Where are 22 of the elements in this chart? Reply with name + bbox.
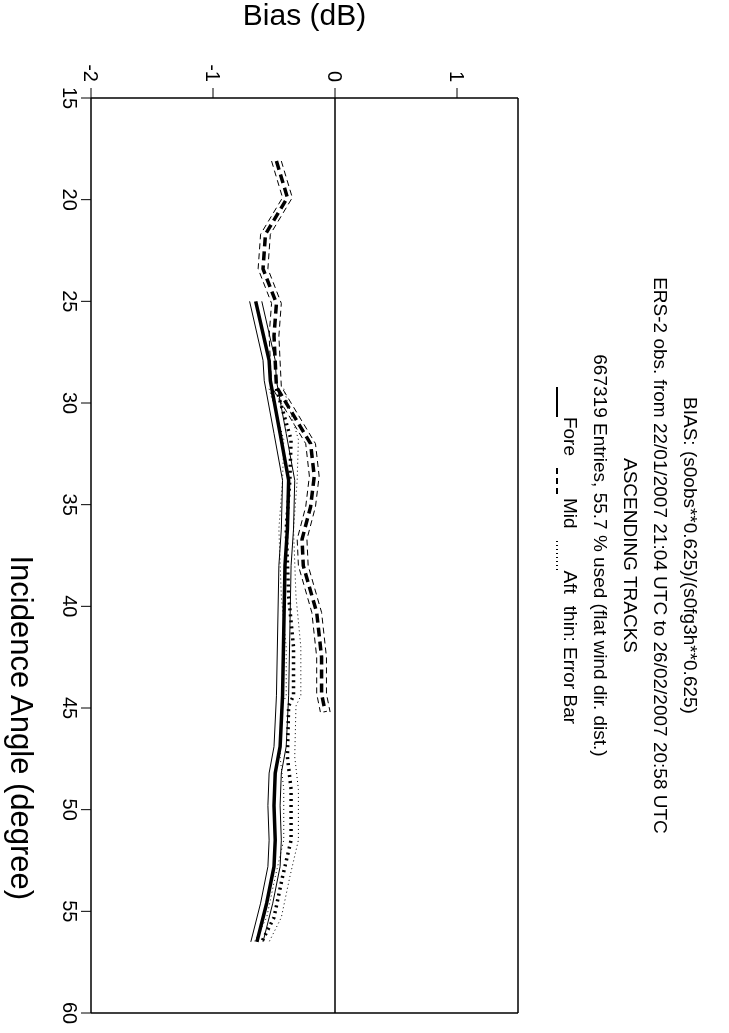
text: BIAS: (s0obs**0.625)/(s0fg3h**0.625) (679, 396, 702, 716)
y-tick-label: 35 (59, 493, 81, 516)
y-tick-label: 20 (59, 188, 81, 211)
text: ERS-2 obs. from 22/01/2007 21:04 UTC to 26/02/2007 20:58 UTC ASCENDING TRACKS 667319 Entries, 55.7 % used (flat wind dir. dist.) (589, 276, 672, 836)
y-tick-label: 30 (59, 391, 81, 415)
x-tick-label: 1 (446, 70, 468, 82)
x-axis-title: Bias (dB) (242, 0, 367, 32)
text: thin: Error Bar (559, 605, 582, 725)
x-tick-label: -2 (80, 64, 102, 82)
legend-label: Aft (559, 570, 582, 594)
y-tick-label: 55 (59, 900, 81, 923)
x-tick-label: 0 (324, 70, 346, 82)
legend-label: Mid (559, 497, 582, 529)
y-tick-label: 60 (59, 1001, 81, 1025)
x-tick-label: -1 (202, 64, 224, 82)
y-tick-label: 50 (59, 798, 81, 821)
y-tick-label: 15 (59, 86, 81, 110)
y-tick-label: 25 (59, 290, 81, 313)
legend-label: Fore (559, 416, 582, 456)
y-tick-label: 45 (59, 696, 81, 720)
y-tick-label: 40 (59, 595, 81, 618)
y-axis-title: Incidence Angle (degree) (3, 555, 39, 901)
